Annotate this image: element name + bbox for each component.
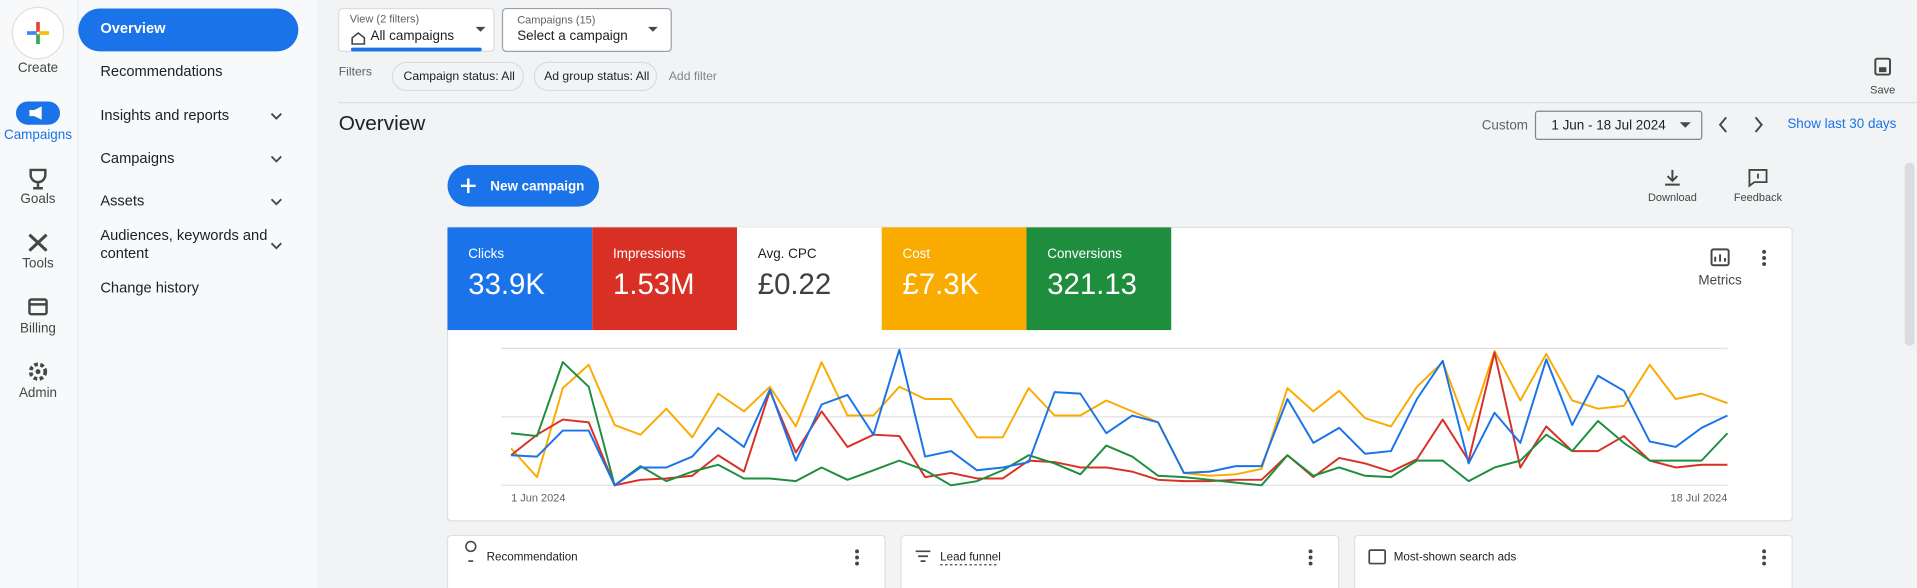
metric-tile[interactable] — [736, 227, 882, 331]
menu-selected[interactable] — [78, 8, 299, 52]
add-filter[interactable]: Add filter — [669, 69, 717, 83]
date-label: Custom — [1482, 117, 1528, 132]
rail-label[interactable]: Campaigns — [4, 127, 72, 142]
feedback-button[interactable]: Feedback — [1734, 192, 1783, 204]
metric-label: Clicks — [468, 246, 504, 261]
menu-item[interactable]: Insights and reports — [100, 108, 229, 124]
rail-label[interactable]: Create — [18, 60, 58, 75]
metric-label: Impressions — [613, 246, 686, 261]
filter-chip[interactable] — [533, 61, 658, 92]
card — [900, 534, 1340, 588]
rail-label[interactable]: Goals — [20, 191, 55, 206]
metric-value: 321.13 — [1047, 268, 1137, 301]
rail-label[interactable]: Admin — [19, 385, 57, 400]
select-label: View (2 filters) — [350, 13, 419, 25]
metric-label: Cost — [903, 246, 931, 261]
metric-value: £7.3K — [903, 268, 980, 301]
metric-value: £0.22 — [758, 268, 831, 301]
menu-item[interactable]: Recommendations — [100, 64, 222, 80]
select-label: Campaigns (15) — [517, 15, 595, 27]
download-button[interactable]: Download — [1648, 192, 1697, 204]
menu-item[interactable]: Change history — [100, 280, 199, 296]
metric-label: Avg. CPC — [758, 246, 817, 261]
metric-tile[interactable] — [592, 227, 737, 331]
card-title: Most-shown search ads — [1394, 551, 1517, 564]
rail-label[interactable]: Tools — [22, 256, 54, 271]
chip-text[interactable]: Ad group status: All — [544, 69, 649, 83]
rail — [0, 0, 79, 588]
card — [446, 534, 886, 588]
card — [1353, 534, 1793, 588]
metric-tile[interactable] — [1026, 227, 1172, 331]
metrics-button[interactable]: Metrics — [1698, 273, 1742, 288]
metric-tile[interactable] — [447, 227, 593, 331]
menu-item[interactable]: Audiences, keywords and — [100, 228, 267, 244]
card-title[interactable]: Lead funnel — [940, 551, 1001, 564]
metric-tile[interactable] — [881, 227, 1027, 331]
x-tick-label: 1 Jun 2024 — [511, 493, 565, 505]
series-line — [511, 348, 1728, 487]
card-title: Recommendation — [487, 551, 578, 564]
series-line — [510, 351, 1728, 487]
chip-text[interactable]: Campaign status: All — [404, 69, 515, 83]
series-line — [510, 350, 1728, 479]
scrollbar[interactable] — [1904, 162, 1915, 346]
menu-item[interactable]: content — [100, 246, 148, 262]
menu-item[interactable]: Assets — [100, 194, 144, 210]
metric-tiles: Clicks 33.9K Impressions 1.53M Avg. CPC £0.22… — [447, 227, 1172, 331]
button-text[interactable]: New campaign — [490, 179, 584, 194]
page-title: Overview — [339, 112, 427, 135]
rail-label[interactable]: Billing — [20, 320, 56, 335]
menu-item[interactable]: Campaigns — [100, 151, 174, 167]
select-value[interactable]: Select a campaign — [517, 28, 628, 43]
date-range[interactable]: 1 Jun - 18 Jul 2024 — [1551, 117, 1666, 132]
campaign-select[interactable] — [501, 7, 672, 52]
create-button[interactable] — [11, 6, 65, 60]
metric-value: 1.53M — [613, 268, 695, 301]
filters-label: Filters — [339, 64, 372, 78]
save-button[interactable]: Save — [1870, 84, 1895, 96]
metric-label: Conversions — [1047, 246, 1122, 261]
new-campaign-button[interactable] — [447, 165, 600, 207]
x-tick-label: 18 Jul 2024 — [1671, 493, 1728, 505]
series-line — [510, 361, 1729, 487]
date-shortcut[interactable]: Show last 30 days — [1787, 116, 1896, 131]
menu-item[interactable]: Overview — [100, 21, 166, 37]
metric-value: 33.9K — [468, 268, 545, 301]
date-picker[interactable] — [1534, 110, 1703, 140]
chart: 1 Jun 2024 18 Jul 2024 — [501, 347, 1729, 505]
filter-chip[interactable] — [391, 61, 524, 92]
side-menu — [78, 0, 318, 588]
select-value[interactable]: All campaigns — [371, 28, 455, 43]
